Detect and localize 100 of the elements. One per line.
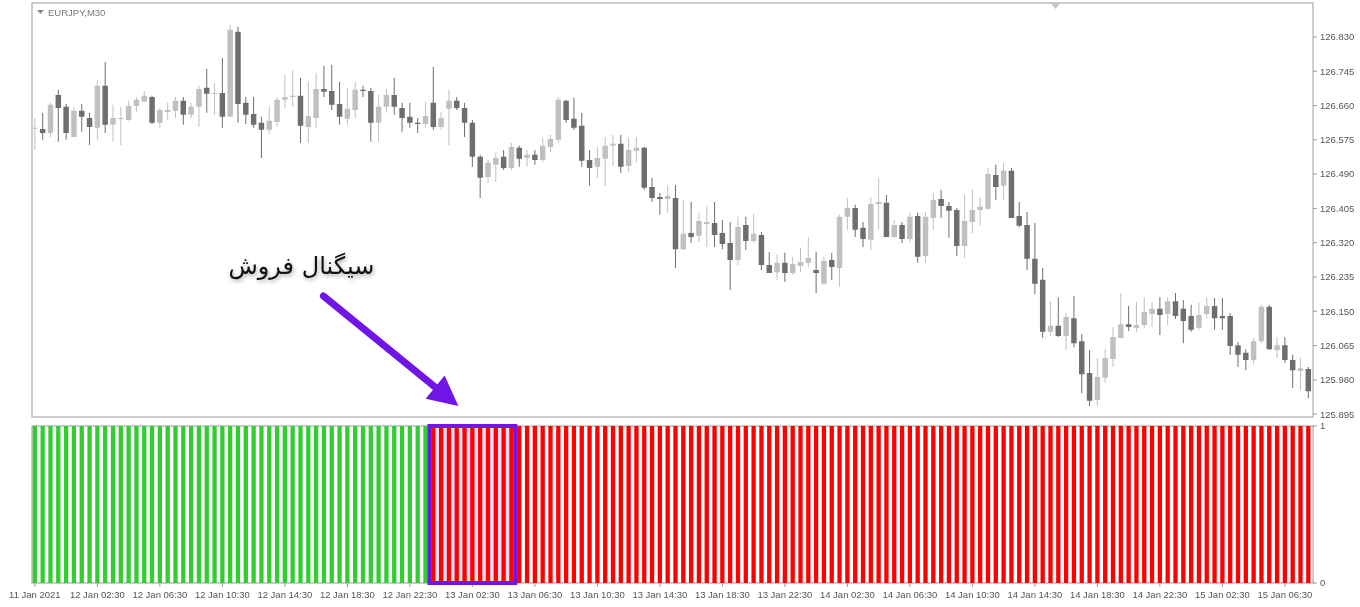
x-tick-label: 12 Jan 22:30 bbox=[382, 589, 438, 600]
y-tick-label: 126.320 bbox=[1320, 237, 1355, 249]
candlestick bbox=[469, 120, 476, 167]
candlestick bbox=[993, 164, 999, 200]
candlestick bbox=[914, 212, 921, 263]
y-tick-label: 126.150 bbox=[1320, 305, 1355, 317]
candlestick bbox=[1196, 302, 1202, 330]
candlestick bbox=[571, 97, 577, 130]
candlestick bbox=[1258, 304, 1265, 344]
candlestick bbox=[39, 112, 46, 140]
candlestick bbox=[1047, 301, 1054, 336]
candlestick bbox=[844, 197, 851, 230]
candlestick bbox=[500, 149, 507, 171]
candlestick bbox=[1086, 350, 1093, 407]
candlestick bbox=[1016, 201, 1022, 227]
candlestick bbox=[360, 85, 366, 98]
candlestick bbox=[649, 177, 655, 202]
candlestick bbox=[977, 197, 983, 226]
candlestick bbox=[336, 81, 343, 125]
candlestick bbox=[250, 97, 257, 128]
candlestick bbox=[1219, 297, 1226, 330]
candlestick bbox=[422, 101, 429, 128]
x-tick-label: 14 Jan 10:30 bbox=[944, 589, 1000, 600]
candlestick bbox=[172, 97, 179, 118]
candlestick bbox=[735, 216, 741, 265]
candlestick bbox=[274, 97, 280, 127]
candlestick bbox=[368, 87, 374, 142]
x-tick-label: 12 Jan 18:30 bbox=[319, 589, 375, 600]
annotation: سیگنال فروش bbox=[228, 252, 375, 280]
candlestick bbox=[1282, 337, 1288, 363]
x-tick-label: 13 Jan 10:30 bbox=[569, 589, 625, 600]
candlestick bbox=[586, 149, 593, 186]
candlestick bbox=[258, 116, 265, 158]
candlestick bbox=[961, 195, 968, 259]
candlestick bbox=[1055, 297, 1062, 338]
candlestick bbox=[485, 159, 491, 183]
candlestick bbox=[149, 95, 155, 125]
candlestick bbox=[813, 251, 819, 294]
candlestick bbox=[1141, 297, 1147, 328]
x-tick-label: 14 Jan 02:30 bbox=[819, 589, 875, 600]
x-tick-label: 14 Jan 18:30 bbox=[1069, 589, 1125, 600]
candlestick bbox=[610, 134, 616, 167]
candlestick bbox=[243, 97, 249, 125]
candlestick bbox=[719, 220, 726, 250]
candlestick bbox=[594, 147, 601, 178]
candlestick bbox=[118, 106, 124, 146]
text: EURJPY,M30 bbox=[48, 7, 106, 18]
candlestick bbox=[133, 97, 140, 112]
candlestick bbox=[618, 134, 624, 173]
candlestick bbox=[891, 220, 897, 238]
candlestick bbox=[883, 195, 890, 238]
candlestick bbox=[1125, 306, 1132, 332]
y-tick-label: 126.405 bbox=[1320, 202, 1355, 214]
x-tick-label: 14 Jan 14:30 bbox=[1007, 589, 1063, 600]
candlestick bbox=[157, 107, 163, 128]
candlestick bbox=[110, 104, 116, 142]
x-tick-label: 14 Jan 06:30 bbox=[882, 589, 938, 600]
candlestick bbox=[625, 137, 632, 173]
candlestick bbox=[633, 136, 640, 162]
candlestick bbox=[344, 87, 351, 125]
y-tick-label: 126.575 bbox=[1320, 134, 1355, 146]
candlestick bbox=[1188, 304, 1194, 332]
candlestick bbox=[1008, 168, 1015, 219]
candlestick bbox=[1079, 333, 1085, 394]
candlestick bbox=[79, 103, 85, 132]
candlestick bbox=[454, 97, 460, 110]
candlestick bbox=[329, 64, 335, 110]
candlestick bbox=[805, 237, 812, 267]
candlestick bbox=[125, 100, 132, 121]
candlestick bbox=[1133, 302, 1140, 332]
candlestick bbox=[297, 77, 304, 144]
candlestick bbox=[789, 256, 796, 275]
y-tick-label: 0 bbox=[1320, 577, 1326, 589]
y-tick-label: 125.980 bbox=[1320, 374, 1355, 386]
candlestick bbox=[1094, 358, 1101, 407]
y-tick-label: 126.490 bbox=[1320, 168, 1355, 180]
candlestick bbox=[539, 137, 546, 162]
candlestick bbox=[164, 102, 171, 121]
candlestick bbox=[743, 216, 749, 250]
candlestick bbox=[704, 206, 710, 248]
candlestick bbox=[305, 81, 312, 144]
candlestick bbox=[1032, 222, 1038, 294]
candlestick bbox=[696, 212, 702, 242]
x-tick-label: 11 Jan 2021 bbox=[9, 589, 61, 600]
x-tick-label: 12 Jan 10:30 bbox=[194, 589, 250, 600]
candlestick bbox=[1297, 358, 1304, 390]
candlestick bbox=[641, 147, 647, 190]
candlestick bbox=[946, 201, 952, 238]
candlestick bbox=[985, 168, 991, 210]
x-tick-label: 13 Jan 06:30 bbox=[507, 589, 563, 600]
candlestick bbox=[836, 214, 843, 288]
candlestick bbox=[1110, 327, 1116, 367]
candlestick bbox=[797, 247, 804, 273]
candlestick bbox=[196, 85, 202, 127]
y-tick-label: 1 bbox=[1320, 420, 1326, 432]
candlestick bbox=[875, 177, 882, 230]
candlestick bbox=[211, 82, 218, 115]
candlestick bbox=[969, 189, 976, 233]
candlestick bbox=[1250, 337, 1257, 365]
candlestick bbox=[414, 118, 421, 133]
